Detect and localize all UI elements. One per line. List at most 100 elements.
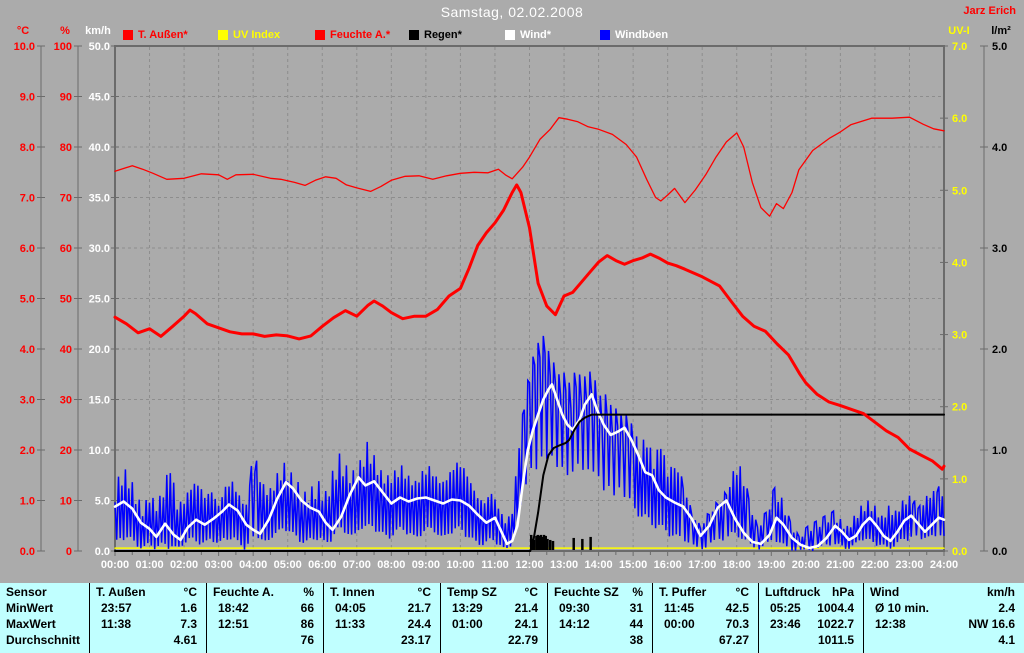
sensor-table: Sensor MinWert MaxWert Durchschnitt T. Außen… [0, 583, 1024, 653]
axis-tick-label: 40.0 [89, 142, 110, 154]
table-max-value: 70.3 [725, 617, 749, 631]
table-sensor-name: T. Außen [96, 585, 146, 599]
table-sensor-name: Temp SZ [447, 585, 497, 599]
table-min-time: 11:45 [664, 601, 695, 615]
table-max-value: 1022.7 [817, 617, 854, 631]
legend-swatch-icon [315, 30, 325, 40]
axis-tick-label: 10.0 [89, 445, 110, 457]
legend-label: T. Außen* [138, 29, 188, 41]
unit-label-lm2: l/m² [991, 25, 1011, 37]
table-min-time: 23:57 [101, 601, 132, 615]
axis-tick-label: 0.0 [992, 546, 1007, 558]
legend-item: Windböen [600, 29, 668, 41]
table-sensor-name: Feuchte SZ [554, 585, 619, 599]
table-column-separator [89, 583, 90, 653]
x-axis-label: 18:00 [723, 559, 751, 571]
legend-item: Feuchte A.* [315, 29, 390, 41]
table-sensor-name: Wind [870, 585, 900, 599]
author-signature: Jarz Erich [963, 5, 1016, 17]
table-avg-value: 1011.5 [817, 633, 854, 647]
table-max-time: 23:46 [770, 617, 801, 631]
x-axis-label: 23:00 [895, 559, 923, 571]
table-sensor-unit: °C [735, 585, 749, 599]
axis-tick-label: 1.0 [952, 474, 967, 486]
legend-label: Windböen [615, 29, 669, 41]
axis-tick-label: 0 [66, 546, 72, 558]
x-axis-label: 09:00 [412, 559, 440, 571]
legend-item: Regen* [409, 29, 462, 41]
table-column-separator [547, 583, 548, 653]
axis-tick-label: 1.0 [992, 445, 1007, 457]
x-axis-label: 08:00 [377, 559, 405, 571]
axis-tick-label: 40 [60, 344, 72, 356]
axis-tick-label: 0.0 [952, 546, 967, 558]
table-min-value: 31 [629, 601, 643, 615]
table-min-value: 2.4 [998, 601, 1015, 615]
unit-label-celsius: °C [16, 25, 30, 37]
series-windboeen [114, 335, 945, 551]
axis-tick-label: 10.0 [14, 41, 35, 53]
unit-label-percent: % [60, 25, 70, 37]
x-axis-label: 13:00 [550, 559, 578, 571]
table-sensor-unit: % [632, 585, 643, 599]
axis-tick-label: 6.0 [952, 113, 967, 125]
axis-tick-label: 50 [60, 294, 72, 306]
table-column-separator [652, 583, 653, 653]
axis-tick-label: 60 [60, 243, 72, 255]
legend-item: T. Außen* [123, 29, 188, 41]
legend-label: Wind* [520, 29, 552, 41]
x-axis-label: 24:00 [930, 559, 958, 571]
table-max-time: 01:00 [452, 617, 483, 631]
table-sensor-unit: °C [417, 585, 431, 599]
axis-tick-label: 20.0 [89, 344, 110, 356]
table-column-separator [758, 583, 759, 653]
axis-tick-label: 2.0 [992, 344, 1007, 356]
table-max-time: 12:51 [218, 617, 249, 631]
unit-label-kmh: km/h [85, 25, 111, 37]
table-max-time: 11:38 [101, 617, 132, 631]
table-sensor-unit: km/h [986, 585, 1015, 599]
x-axis-label: 11:00 [481, 559, 509, 571]
legend-label: Feuchte A.* [330, 29, 391, 41]
x-axis-label: 03:00 [205, 559, 233, 571]
table-min-value: 66 [300, 601, 314, 615]
axis-tick-label: 1.0 [20, 496, 35, 508]
legend-swatch-icon [123, 30, 133, 40]
axis-tick-label: 25.0 [89, 294, 110, 306]
x-axis-label: 22:00 [861, 559, 889, 571]
table-avg-value: 38 [629, 633, 643, 647]
table-row-label: Durchschnitt [6, 633, 81, 647]
x-axis-label: 14:00 [585, 559, 613, 571]
axis-tick-label: 2.0 [20, 445, 35, 457]
axis-tick-label: 8.0 [20, 142, 35, 154]
table-min-value: 42.5 [725, 601, 749, 615]
table-avg-value: 76 [300, 633, 314, 647]
table-max-value: 24.1 [514, 617, 538, 631]
series-t-aussen [113, 183, 946, 471]
x-axis-label: 10:00 [446, 559, 474, 571]
table-min-time: 05:25 [770, 601, 801, 615]
table-max-value: NW 16.6 [968, 617, 1015, 631]
x-axis-label: 16:00 [654, 559, 682, 571]
x-axis-label: 19:00 [757, 559, 785, 571]
table-min-time: 13:29 [452, 601, 483, 615]
axis-tick-label: 50.0 [89, 41, 110, 53]
x-axis-label: 15:00 [619, 559, 647, 571]
table-avg-value: 22.79 [507, 633, 538, 647]
legend-swatch-icon [600, 30, 610, 40]
legend-item: UV Index [218, 29, 280, 41]
x-axis-label: 17:00 [688, 559, 716, 571]
table-max-time: 14:12 [559, 617, 590, 631]
table-column-separator [863, 583, 864, 653]
table-max-value: 24.4 [407, 617, 431, 631]
axis-tick-label: 0.0 [95, 546, 110, 558]
x-axis-label: 04:00 [239, 559, 267, 571]
axis-tick-label: 80 [60, 142, 72, 154]
table-sensor-unit: % [303, 585, 314, 599]
series-regen [114, 413, 945, 552]
axis-tick-label: 20 [60, 445, 72, 457]
axis-tick-label: 4.0 [992, 142, 1007, 154]
axis-tick-label: 0.0 [20, 546, 35, 558]
unit-label-uvi: UV-I [948, 25, 970, 37]
